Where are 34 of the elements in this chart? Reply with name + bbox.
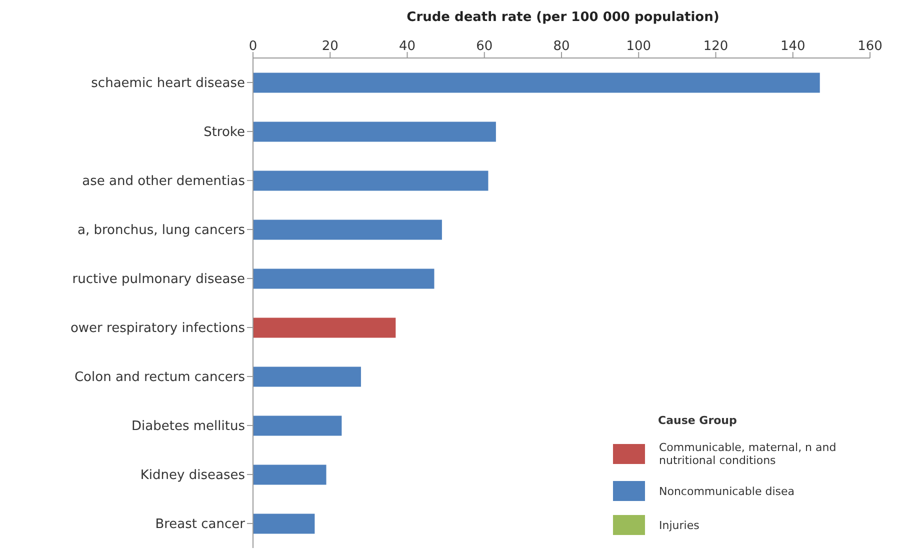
y-tick-label: ase and other dementias <box>82 174 246 190</box>
x-tick-label: 0 <box>248 39 258 54</box>
y-tick-label: Colon and rectum cancers <box>74 370 246 386</box>
x-tick-label: 20 <box>322 39 338 54</box>
bar <box>253 416 342 436</box>
bar <box>253 220 442 240</box>
bar <box>253 366 361 387</box>
x-tick-label: 100 <box>626 39 652 54</box>
x-tick-label: 120 <box>703 39 728 54</box>
x-tick-label: 160 <box>858 39 882 54</box>
legend-label: Injuries <box>659 518 700 532</box>
legend-title: Cause Group <box>658 414 738 427</box>
y-tick-label: Diabetes mellitus <box>132 419 246 434</box>
bar <box>253 122 496 142</box>
bar <box>253 464 326 485</box>
x-tick-label: 80 <box>553 39 570 54</box>
bar <box>253 170 488 191</box>
y-tick-label: Breast cancer <box>155 517 246 532</box>
bar <box>253 318 396 338</box>
bar <box>253 72 820 93</box>
legend-label: Noncommunicable disea <box>659 484 796 498</box>
y-tick-label: Stroke <box>204 125 245 140</box>
legend-label: Communicable, maternal, n and nutritional conditions <box>659 441 838 467</box>
x-tick-label: 140 <box>780 39 806 54</box>
bar <box>253 268 434 289</box>
y-tick-label: Kidney diseases <box>140 468 246 484</box>
y-tick-label: schaemic heart disease <box>91 76 245 92</box>
x-tick-label: 60 <box>476 39 493 54</box>
y-tick-label: ower respiratory infections <box>70 321 246 336</box>
y-tick-label: a, bronchus, lung cancers <box>78 223 246 238</box>
x-axis-title: Crude death rate (per 100 000 population) <box>406 10 720 25</box>
y-tick-label: ructive pulmonary disease <box>72 272 245 288</box>
bar <box>253 514 315 534</box>
x-tick-label: 40 <box>398 39 416 54</box>
